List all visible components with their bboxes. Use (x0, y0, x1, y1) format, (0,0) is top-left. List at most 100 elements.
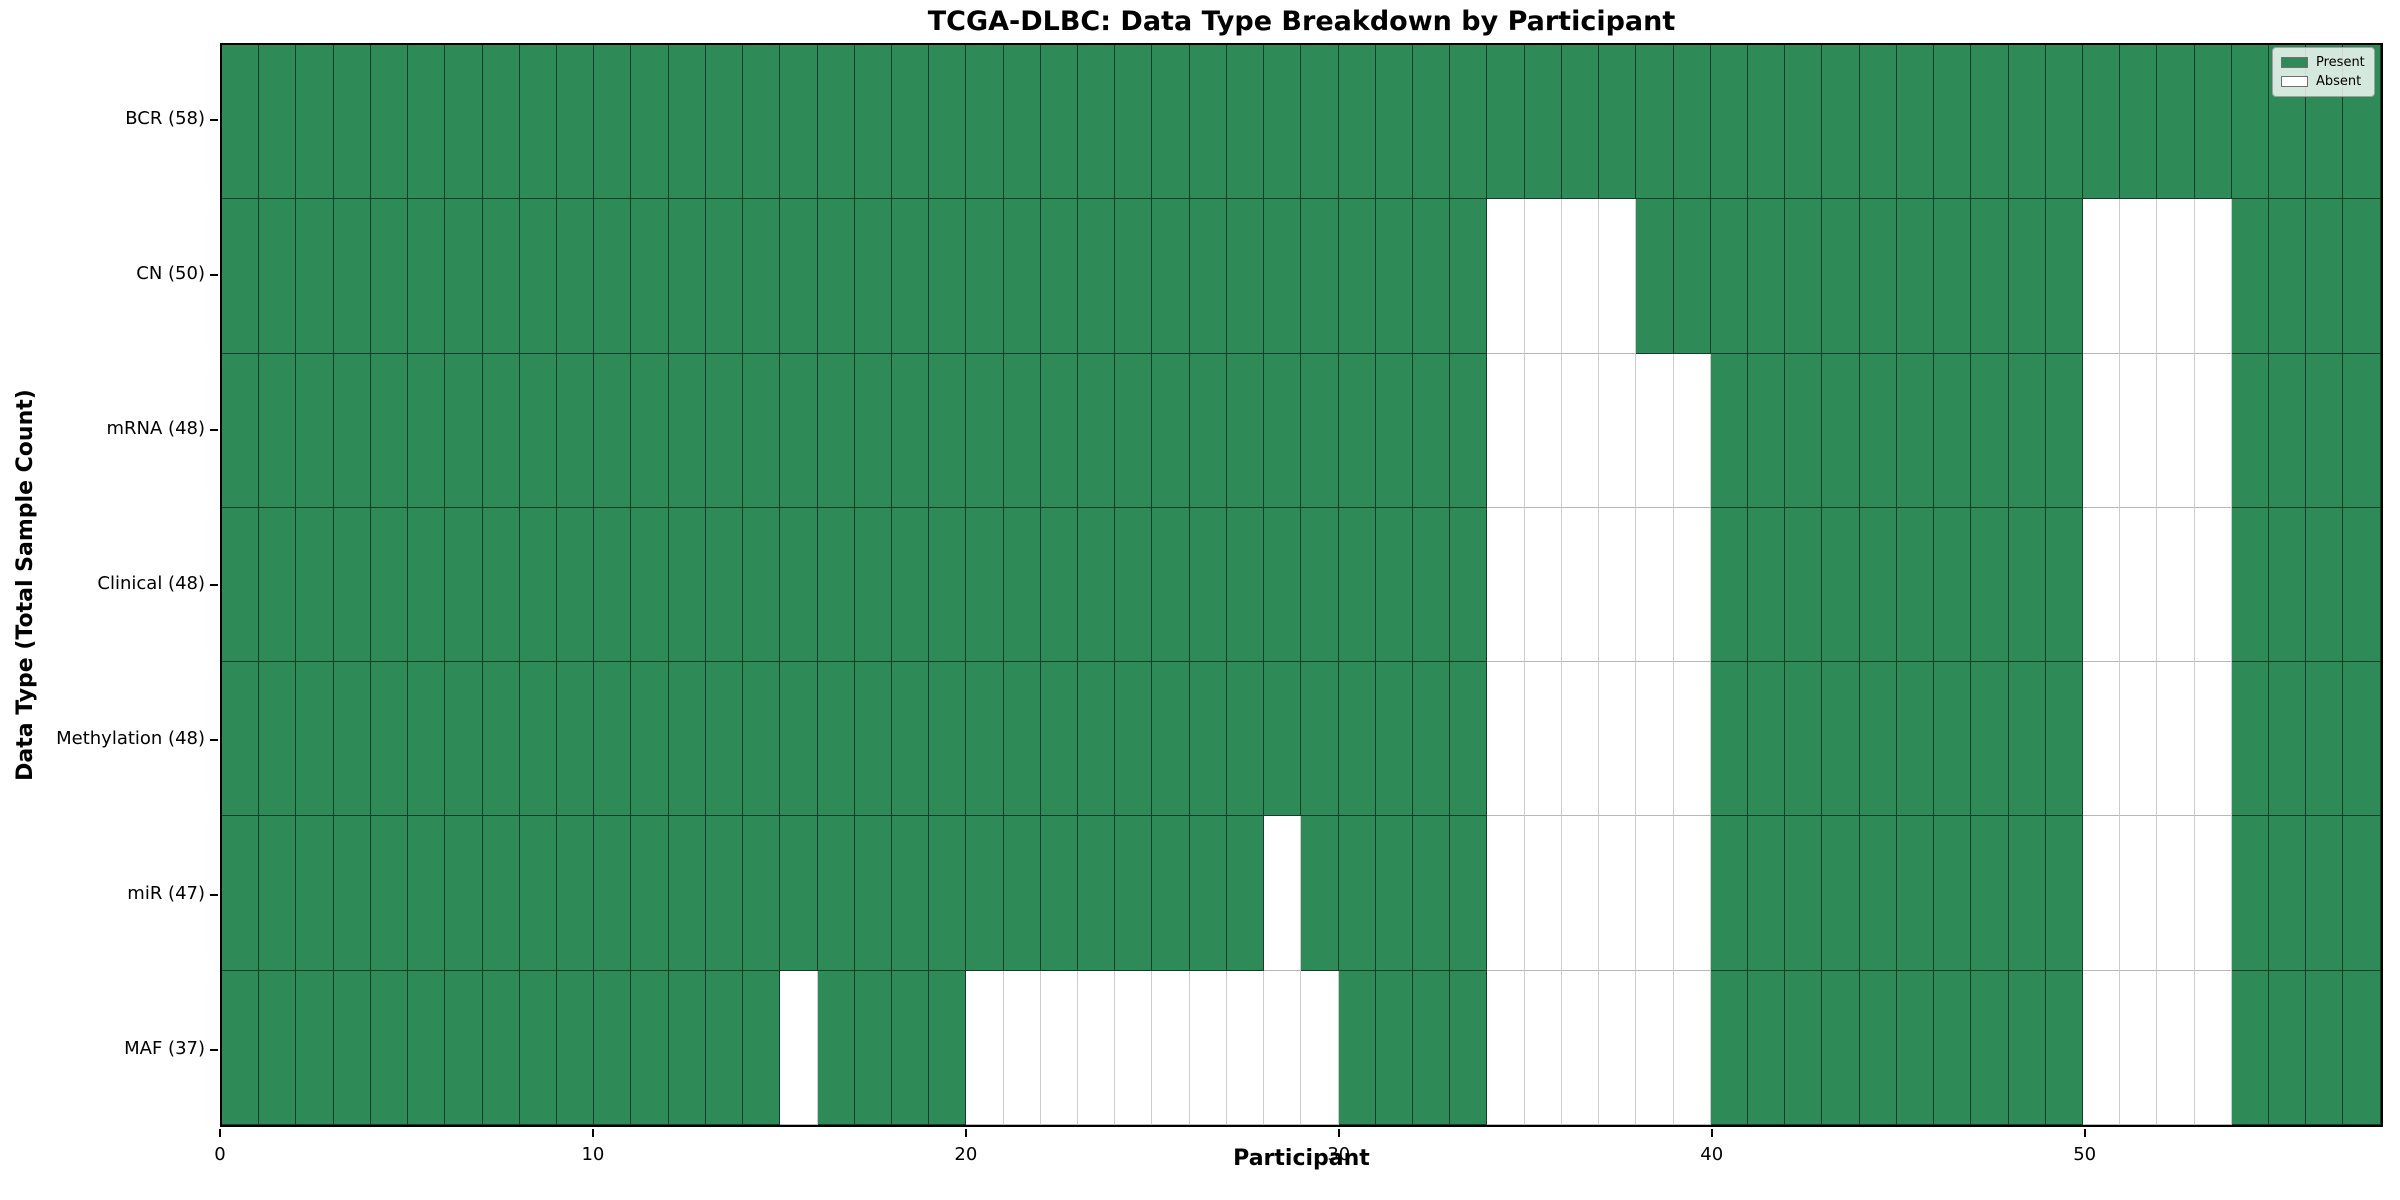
heatmap-cell (2194, 662, 2232, 817)
heatmap-cell (1189, 816, 1227, 971)
heatmap-cell (1673, 353, 1711, 508)
heatmap-cell (1710, 199, 1748, 354)
heatmap-cell (519, 816, 557, 971)
heatmap-cell (1338, 662, 1376, 817)
heatmap-cell (1003, 45, 1041, 200)
y-tick-label-CN: CN (50) (136, 263, 205, 285)
heatmap-cell (2231, 353, 2270, 508)
heatmap-cell (594, 970, 632, 1125)
heatmap-cell (2194, 199, 2232, 354)
heatmap-cell (668, 507, 706, 663)
y-tick-label-Clinical: Clinical (48) (97, 573, 205, 594)
heatmap-cell (1747, 353, 1786, 508)
heatmap-cell (1524, 199, 1562, 354)
heatmap-cell (1189, 507, 1227, 663)
heatmap-cell (1040, 662, 1079, 817)
heatmap-cell (1264, 507, 1302, 663)
heatmap-cell (1710, 353, 1748, 508)
heatmap-cell (1785, 353, 1823, 508)
heatmap-cell (1859, 45, 1897, 200)
heatmap-cell (2157, 507, 2195, 663)
heatmap-cell (1413, 353, 1451, 508)
heatmap-cell (333, 353, 371, 508)
heatmap-cell (2082, 662, 2121, 817)
heatmap-cell (631, 199, 669, 354)
heatmap-cell (408, 353, 446, 508)
heatmap-cell (966, 199, 1004, 354)
heatmap-cell (854, 662, 892, 817)
heatmap-cell (966, 353, 1004, 508)
heatmap-cell (1338, 45, 1376, 200)
heatmap-cell (631, 816, 669, 971)
heatmap-cell (1822, 353, 1860, 508)
heatmap-cell (1301, 507, 1339, 663)
heatmap-cell (2343, 353, 2381, 508)
heatmap-cell (1152, 45, 1190, 200)
heatmap-row-BCR (222, 45, 2381, 200)
heatmap-cell (1375, 507, 1413, 663)
heatmap-cell (2306, 816, 2344, 971)
heatmap-cell (1487, 507, 1525, 663)
heatmap-cell (296, 199, 334, 354)
heatmap-cell (2082, 507, 2121, 663)
heatmap-cell (780, 970, 818, 1125)
heatmap-cell (1450, 45, 1488, 200)
heatmap-cell (2082, 970, 2121, 1125)
heatmap-cell (854, 816, 892, 971)
heatmap-cell (1226, 353, 1265, 508)
heatmap-cell (1599, 199, 1637, 354)
heatmap-cell (705, 970, 744, 1125)
heatmap-cell (1152, 199, 1190, 354)
heatmap-cell (556, 507, 595, 663)
heatmap-cell (1636, 45, 1674, 200)
heatmap-cell (445, 199, 483, 354)
heatmap-cell (1636, 199, 1674, 354)
heatmap-cell (1487, 45, 1525, 200)
x-tick-mark (1710, 1129, 1713, 1137)
heatmap-cell (631, 970, 669, 1125)
heatmap-cell (408, 45, 446, 200)
heatmap-cell (1301, 199, 1339, 354)
heatmap-cell (1226, 45, 1265, 200)
heatmap-row-CN (222, 199, 2381, 354)
heatmap-cell (408, 507, 446, 663)
heatmap-cell (259, 970, 297, 1125)
heatmap-cell (1189, 199, 1227, 354)
heatmap-cell (1301, 353, 1339, 508)
heatmap-cell (370, 199, 409, 354)
heatmap-cell (445, 662, 483, 817)
heatmap-cell (1375, 816, 1413, 971)
heatmap-cell (482, 662, 520, 817)
heatmap-cell (1785, 199, 1823, 354)
heatmap-cell (333, 816, 371, 971)
heatmap-cell (2157, 199, 2195, 354)
y-tick-mark (210, 429, 218, 432)
heatmap-cell (1375, 45, 1413, 200)
heatmap-cell (705, 199, 744, 354)
heatmap-cell (2157, 970, 2195, 1125)
heatmap-cell (1599, 353, 1637, 508)
heatmap-cell (2120, 507, 2158, 663)
heatmap-cell (1561, 353, 1600, 508)
heatmap-cell (854, 970, 892, 1125)
heatmap-cell (1636, 662, 1674, 817)
heatmap-cell (929, 662, 967, 817)
heatmap-cell (631, 662, 669, 817)
heatmap-cell (1301, 662, 1339, 817)
heatmap-cell (296, 353, 334, 508)
heatmap-cell (2008, 662, 2046, 817)
heatmap-cell (891, 970, 930, 1125)
heatmap-cell (296, 45, 334, 200)
heatmap-cell (1599, 662, 1637, 817)
heatmap-cell (1338, 353, 1376, 508)
heatmap-cell (482, 353, 520, 508)
heatmap-cell (2120, 662, 2158, 817)
heatmap-cell (966, 507, 1004, 663)
heatmap-cell (817, 199, 855, 354)
heatmap-cell (1859, 816, 1897, 971)
heatmap-cell (1226, 199, 1265, 354)
heatmap-cell (2231, 816, 2270, 971)
heatmap-cell (1561, 45, 1600, 200)
heatmap-cell (2045, 970, 2083, 1125)
heatmap-cell (2045, 45, 2083, 200)
